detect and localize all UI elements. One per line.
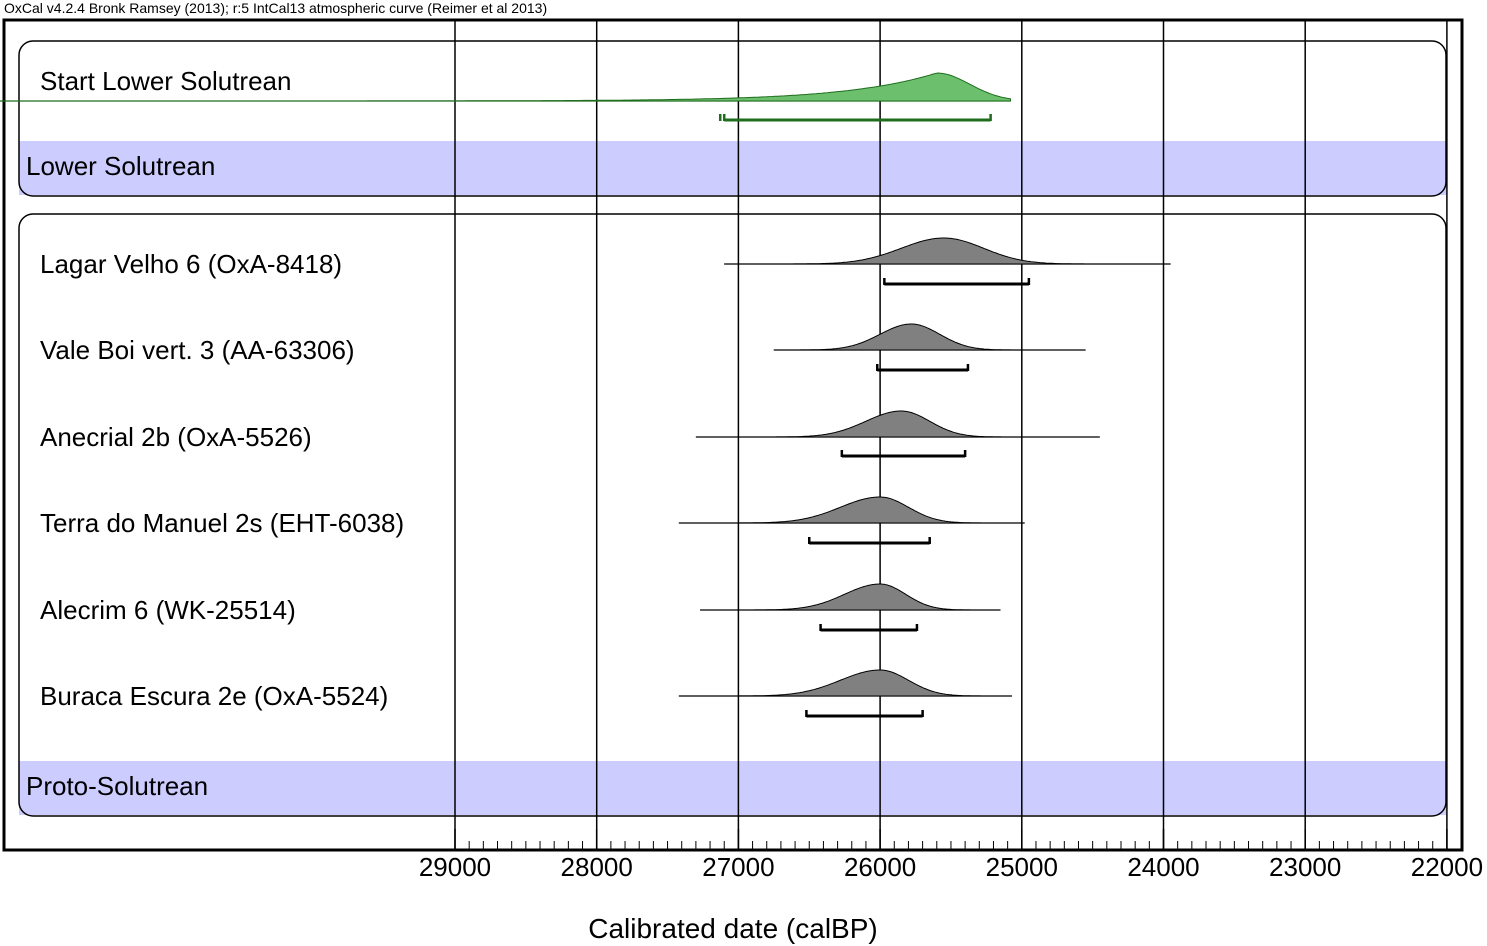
phase-band-1: [19, 761, 1446, 815]
row-labels: Start Lower Solutrean Lagar Velho 6 (OxA-…: [26, 66, 404, 801]
phase-boxes: [18, 40, 1447, 817]
plot-frame: [2, 18, 1464, 852]
row-label-6: Buraca Escura 2e (OxA-5524): [40, 681, 388, 711]
tick-label-2: 27000: [702, 852, 774, 882]
tick-label-5: 24000: [1127, 852, 1199, 882]
phase-bands: [19, 141, 1446, 815]
distributions: [0, 72, 1171, 718]
range-bracket-3: [840, 450, 967, 458]
density-5: [700, 583, 1001, 611]
x-axis: 29000 28000 27000 26000 25000 24000 23000 22000: [419, 829, 1483, 882]
range-bracket-5: [819, 624, 919, 632]
phase-band-0: [19, 141, 1446, 195]
tick-label-1: 28000: [561, 852, 633, 882]
phase-label-0: Lower Solutrean: [26, 151, 215, 181]
range-bracket-4: [808, 537, 931, 545]
tick-label-3: 26000: [844, 852, 916, 882]
density-0: [313, 72, 1011, 102]
range-bracket-0: [718, 114, 992, 122]
range-bracket-2: [876, 364, 970, 372]
range-bracket-6: [805, 710, 924, 718]
row-label-2: Vale Boi vert. 3 (AA-63306): [40, 335, 355, 365]
row-label-4: Terra do Manuel 2s (EHT-6038): [40, 508, 404, 538]
chart-header: OxCal v4.2.4 Bronk Ramsey (2013); r:5 In…: [4, 0, 548, 16]
density-4: [678, 496, 1025, 524]
row-label-0: Start Lower Solutrean: [40, 66, 291, 96]
phase-box-upper: [18, 40, 1447, 197]
grid-lines: [454, 20, 1448, 850]
tick-label-6: 23000: [1269, 852, 1341, 882]
row-label-1: Lagar Velho 6 (OxA-8418): [40, 249, 342, 279]
tick-label-0: 29000: [419, 852, 491, 882]
row-label-3: Anecrial 2b (OxA-5526): [40, 422, 312, 452]
density-6: [678, 669, 1012, 697]
row-label-5: Alecrim 6 (WK-25514): [40, 595, 296, 625]
density-1: [724, 237, 1171, 265]
phase-label-1: Proto-Solutrean: [26, 771, 208, 801]
range-bracket-1: [883, 278, 1031, 286]
tick-label-7: 22000: [1411, 852, 1483, 882]
density-3: [695, 410, 1100, 438]
density-2: [773, 323, 1086, 351]
tick-label-4: 25000: [986, 852, 1058, 882]
x-axis-title: Calibrated date (calBP): [588, 913, 877, 944]
phase-box-lower: [18, 213, 1447, 817]
